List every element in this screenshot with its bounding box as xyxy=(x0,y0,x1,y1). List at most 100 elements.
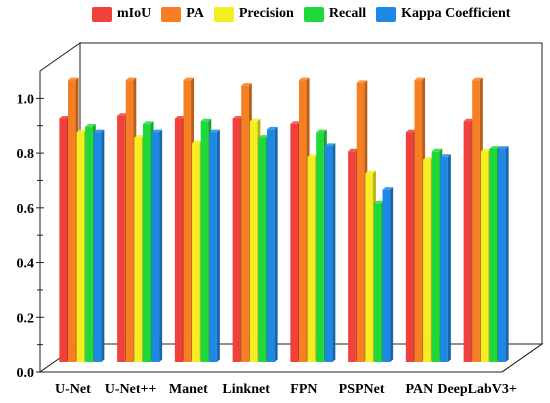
bar-precision-pan xyxy=(423,159,431,362)
bar-top xyxy=(324,143,336,146)
bar-top xyxy=(414,77,426,81)
bar-precision-linknet xyxy=(249,121,258,362)
bar-top xyxy=(151,129,163,133)
bar-side xyxy=(216,129,220,362)
bar-pa-deeplabv3- xyxy=(472,80,480,363)
chart-legend: mIoU PA Precision Recall Kappa Coefficient xyxy=(92,2,542,26)
legend-swatch xyxy=(303,6,324,22)
x-tick-label: U-Net xyxy=(55,382,91,397)
bar-miou-fpn xyxy=(290,123,298,362)
bar-top xyxy=(183,77,195,81)
bar-top xyxy=(59,115,70,119)
bar-top xyxy=(134,135,145,138)
bar-top xyxy=(117,113,128,116)
bar-top xyxy=(463,118,475,122)
bar-pa-pspnet xyxy=(356,82,365,363)
bar-top xyxy=(316,129,327,133)
legend-swatch xyxy=(92,6,112,22)
y-tick-label: 0.8 xyxy=(17,147,35,162)
bar-side xyxy=(101,129,105,362)
bar-recall-fpn xyxy=(316,132,324,362)
bar-miou-pan xyxy=(405,132,414,362)
bar-top xyxy=(472,77,483,81)
legend-swatch xyxy=(161,6,182,22)
bar-top xyxy=(192,140,203,144)
bar-top xyxy=(93,129,105,133)
bar-precision-manet xyxy=(192,143,200,362)
bar-kappa-coefficient-deeplabv3- xyxy=(498,148,506,362)
legend-item: mIoU xyxy=(92,6,151,22)
bar-top xyxy=(348,148,359,152)
x-tick-label: PSPNet xyxy=(339,382,385,397)
bar-miou-u-net xyxy=(59,118,67,362)
x-tick-label: PAN xyxy=(406,382,434,397)
x-tick-label: Manet xyxy=(169,382,208,397)
floor-edge xyxy=(501,343,543,373)
bar-pa-u-net- xyxy=(125,80,134,363)
bar-top xyxy=(480,148,492,152)
bar-side xyxy=(390,187,394,362)
y-tick-label: 0.6 xyxy=(17,202,35,217)
bar-top xyxy=(241,83,252,86)
legend-label: Kappa Coefficient xyxy=(401,6,511,21)
bar-side xyxy=(447,154,451,362)
bar-side xyxy=(332,143,336,362)
x-tick-label: U-Net++ xyxy=(105,382,157,397)
bar-kappa-coefficient-fpn xyxy=(324,145,333,362)
bar-top xyxy=(498,146,509,149)
bar-precision-deeplabv3- xyxy=(480,151,489,362)
bar-top xyxy=(267,126,278,130)
bar-precision-u-net- xyxy=(134,137,142,362)
bar-miou-manet xyxy=(174,118,183,362)
bar-recall-pspnet xyxy=(373,203,382,362)
legend-swatch xyxy=(376,6,397,22)
bar-top xyxy=(232,115,244,119)
bar-pa-linknet xyxy=(241,85,249,363)
legend-label: Recall xyxy=(328,6,367,21)
bar-top xyxy=(174,115,186,119)
bar-top xyxy=(249,118,261,122)
bar-top xyxy=(209,129,220,133)
legend-label: Precision xyxy=(238,6,294,21)
bar-top xyxy=(489,146,501,149)
bar-top xyxy=(258,135,270,138)
bar-top xyxy=(85,124,96,127)
legend-item: Precision xyxy=(213,6,294,22)
bar-top xyxy=(290,121,301,124)
bar-miou-deeplabv3- xyxy=(463,121,472,362)
bar-top xyxy=(373,200,385,204)
bar-pa-fpn xyxy=(298,80,307,363)
bar-precision-u-net xyxy=(76,132,85,362)
bar-side xyxy=(274,126,278,362)
bar-kappa-coefficient-pan xyxy=(440,156,448,362)
bar-top xyxy=(382,187,394,190)
bar-recall-u-net xyxy=(85,126,93,362)
legend-label: PA xyxy=(186,6,204,21)
bar-recall-manet xyxy=(200,121,209,362)
bar-top xyxy=(431,148,443,152)
y-tick-label: 0.4 xyxy=(17,257,35,272)
bar-kappa-coefficient-manet xyxy=(209,132,217,362)
bar-kappa-coefficient-linknet xyxy=(267,129,275,362)
legend-label: mIoU xyxy=(117,6,152,21)
bar-pa-pan xyxy=(414,80,423,363)
bar-precision-fpn xyxy=(307,156,316,362)
legend-item: Recall xyxy=(303,6,367,22)
bar-side xyxy=(159,129,163,362)
bar-kappa-coefficient-u-net xyxy=(93,132,102,362)
bar-top xyxy=(76,129,88,133)
bar-top xyxy=(423,157,434,160)
bar-recall-u-net- xyxy=(142,123,151,362)
bar-top xyxy=(142,121,154,124)
x-tick-label: FPN xyxy=(290,382,317,397)
bar-top xyxy=(298,77,310,81)
legend-swatch xyxy=(213,6,234,22)
bar-recall-pan xyxy=(431,151,440,362)
bar-side xyxy=(505,146,509,362)
bar-top xyxy=(125,77,137,81)
bar-precision-pspnet xyxy=(365,173,373,362)
bar-miou-pspnet xyxy=(348,151,356,362)
bar-top xyxy=(200,118,212,122)
y-tick-label: 1.0 xyxy=(17,92,35,107)
